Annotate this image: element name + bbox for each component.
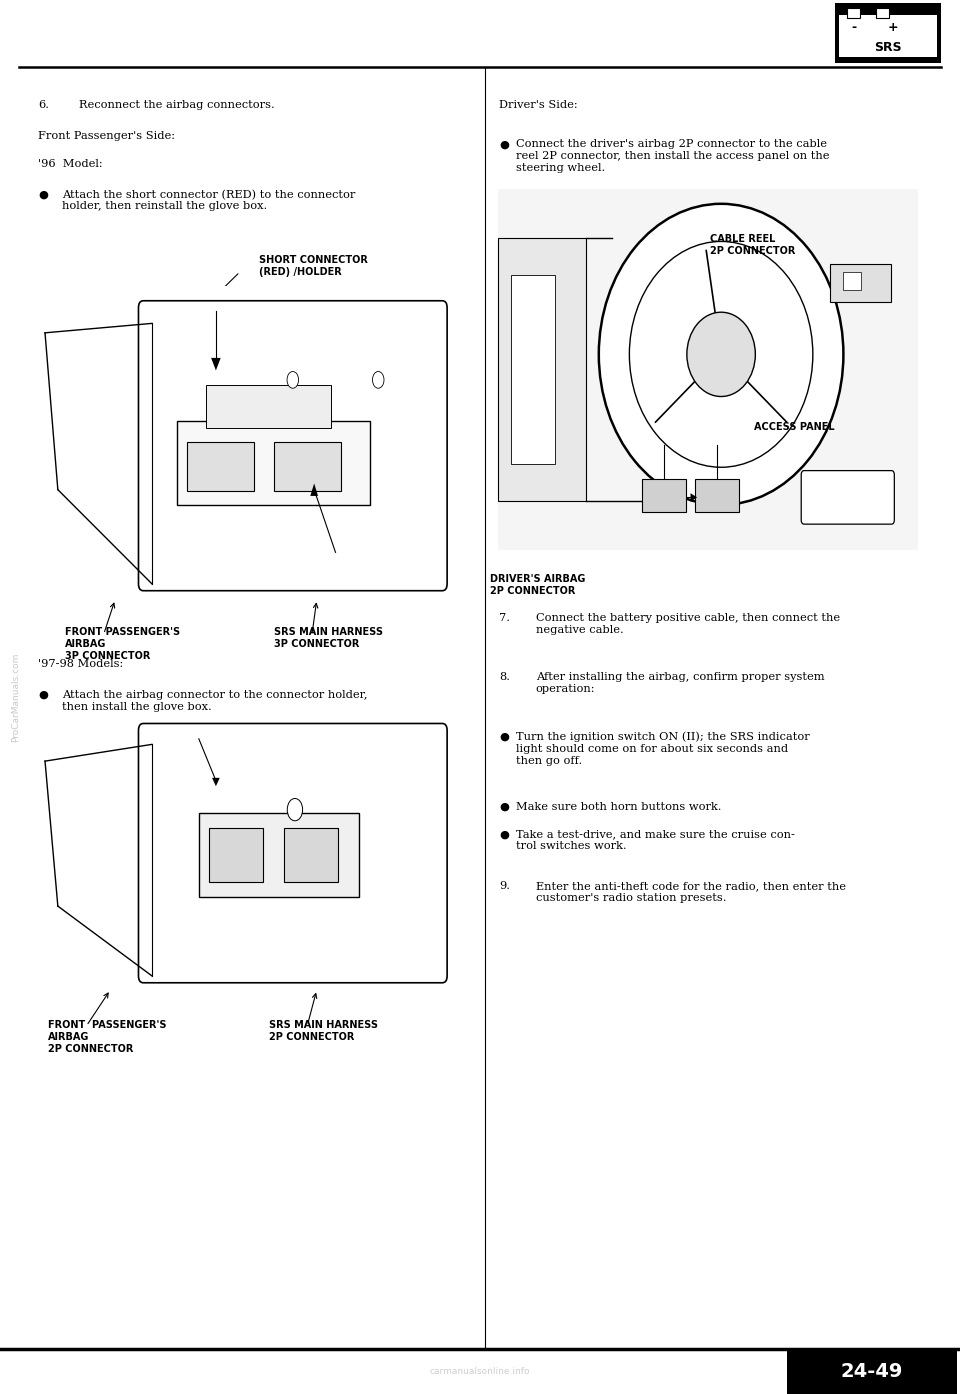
Text: '97-98 Models:: '97-98 Models: bbox=[38, 659, 124, 669]
Bar bbox=[844, 272, 861, 290]
Text: SHORT CONNECTOR
(RED) /HOLDER: SHORT CONNECTOR (RED) /HOLDER bbox=[259, 255, 368, 276]
Text: 7.: 7. bbox=[499, 613, 510, 623]
Bar bbox=[199, 813, 359, 898]
Text: Attach the airbag connector to the connector holder,
then install the glove box.: Attach the airbag connector to the conne… bbox=[62, 690, 368, 711]
Bar bbox=[835, 3, 941, 63]
Text: Make sure both horn buttons work.: Make sure both horn buttons work. bbox=[516, 802, 722, 811]
Text: -: - bbox=[852, 21, 857, 35]
Bar bbox=[274, 442, 341, 491]
Bar bbox=[36, 286, 464, 599]
Text: ●: ● bbox=[38, 190, 48, 199]
Circle shape bbox=[372, 372, 384, 389]
Text: ●: ● bbox=[499, 829, 509, 839]
Text: ●: ● bbox=[499, 802, 509, 811]
Text: +: + bbox=[887, 21, 899, 35]
Bar bbox=[787, 1349, 957, 1394]
Bar bbox=[490, 181, 926, 558]
Polygon shape bbox=[212, 778, 220, 786]
Text: Enter the anti-theft code for the radio, then enter the
customer's radio station: Enter the anti-theft code for the radio,… bbox=[536, 881, 846, 902]
Polygon shape bbox=[310, 484, 318, 496]
Text: DRIVER'S AIRBAG
2P CONNECTOR: DRIVER'S AIRBAG 2P CONNECTOR bbox=[490, 574, 585, 595]
Text: Turn the ignition switch ON (II); the SRS indicator
light should come on for abo: Turn the ignition switch ON (II); the SR… bbox=[516, 732, 810, 765]
Text: SRS MAIN HARNESS
3P CONNECTOR: SRS MAIN HARNESS 3P CONNECTOR bbox=[274, 627, 383, 648]
Text: 6.: 6. bbox=[38, 100, 49, 110]
Text: Reconnect the airbag connectors.: Reconnect the airbag connectors. bbox=[79, 100, 275, 110]
Text: ProCarManuals.com: ProCarManuals.com bbox=[11, 652, 20, 742]
Text: Connect the battery positive cable, then connect the
negative cable.: Connect the battery positive cable, then… bbox=[536, 613, 840, 634]
Bar bbox=[512, 276, 555, 464]
Bar bbox=[498, 238, 586, 502]
Ellipse shape bbox=[630, 241, 813, 467]
FancyBboxPatch shape bbox=[138, 723, 447, 983]
Circle shape bbox=[287, 799, 302, 821]
Text: carmanualsonline.info: carmanualsonline.info bbox=[430, 1368, 530, 1376]
Text: FRONT  PASSENGER'S
AIRBAG
2P CONNECTOR: FRONT PASSENGER'S AIRBAG 2P CONNECTOR bbox=[48, 1020, 166, 1054]
Text: ●: ● bbox=[499, 139, 509, 149]
Text: Attach the short connector (RED) to the connector
holder, then reinstall the glo: Attach the short connector (RED) to the … bbox=[62, 190, 356, 212]
Text: SRS: SRS bbox=[875, 42, 901, 54]
Text: Front Passenger's Side:: Front Passenger's Side: bbox=[38, 131, 176, 141]
Bar bbox=[695, 478, 738, 513]
Text: After installing the airbag, confirm proper system
operation:: After installing the airbag, confirm pro… bbox=[536, 672, 825, 693]
FancyBboxPatch shape bbox=[802, 471, 895, 524]
Text: ACCESS PANEL: ACCESS PANEL bbox=[754, 422, 834, 432]
Text: Take a test-drive, and make sure the cruise con-
trol switches work.: Take a test-drive, and make sure the cru… bbox=[516, 829, 795, 850]
Bar bbox=[847, 8, 860, 18]
Text: 24-49: 24-49 bbox=[841, 1362, 903, 1381]
Polygon shape bbox=[690, 493, 697, 502]
Bar bbox=[187, 442, 254, 491]
Text: ●: ● bbox=[38, 690, 48, 700]
Ellipse shape bbox=[599, 204, 844, 505]
Text: Connect the driver's airbag 2P connector to the cable
reel 2P connector, then in: Connect the driver's airbag 2P connector… bbox=[516, 139, 830, 173]
Bar bbox=[498, 188, 918, 551]
Bar bbox=[178, 421, 370, 506]
Bar bbox=[830, 263, 892, 301]
FancyBboxPatch shape bbox=[138, 301, 447, 591]
Bar bbox=[209, 828, 263, 882]
Text: 9.: 9. bbox=[499, 881, 510, 891]
Bar bbox=[36, 711, 464, 990]
Bar bbox=[839, 15, 937, 57]
Bar bbox=[206, 385, 331, 428]
Text: ●: ● bbox=[499, 732, 509, 742]
Ellipse shape bbox=[686, 312, 756, 396]
Bar bbox=[284, 828, 338, 882]
Text: SRS MAIN HARNESS
2P CONNECTOR: SRS MAIN HARNESS 2P CONNECTOR bbox=[269, 1020, 378, 1041]
Text: Driver's Side:: Driver's Side: bbox=[499, 100, 578, 110]
Polygon shape bbox=[211, 358, 221, 371]
Text: '96  Model:: '96 Model: bbox=[38, 159, 103, 169]
Text: CABLE REEL
2P CONNECTOR: CABLE REEL 2P CONNECTOR bbox=[710, 234, 796, 255]
Circle shape bbox=[287, 372, 299, 389]
Bar bbox=[876, 8, 889, 18]
Text: FRONT PASSENGER'S
AIRBAG
3P CONNECTOR: FRONT PASSENGER'S AIRBAG 3P CONNECTOR bbox=[65, 627, 180, 661]
Bar bbox=[642, 478, 686, 513]
Text: 8.: 8. bbox=[499, 672, 510, 682]
